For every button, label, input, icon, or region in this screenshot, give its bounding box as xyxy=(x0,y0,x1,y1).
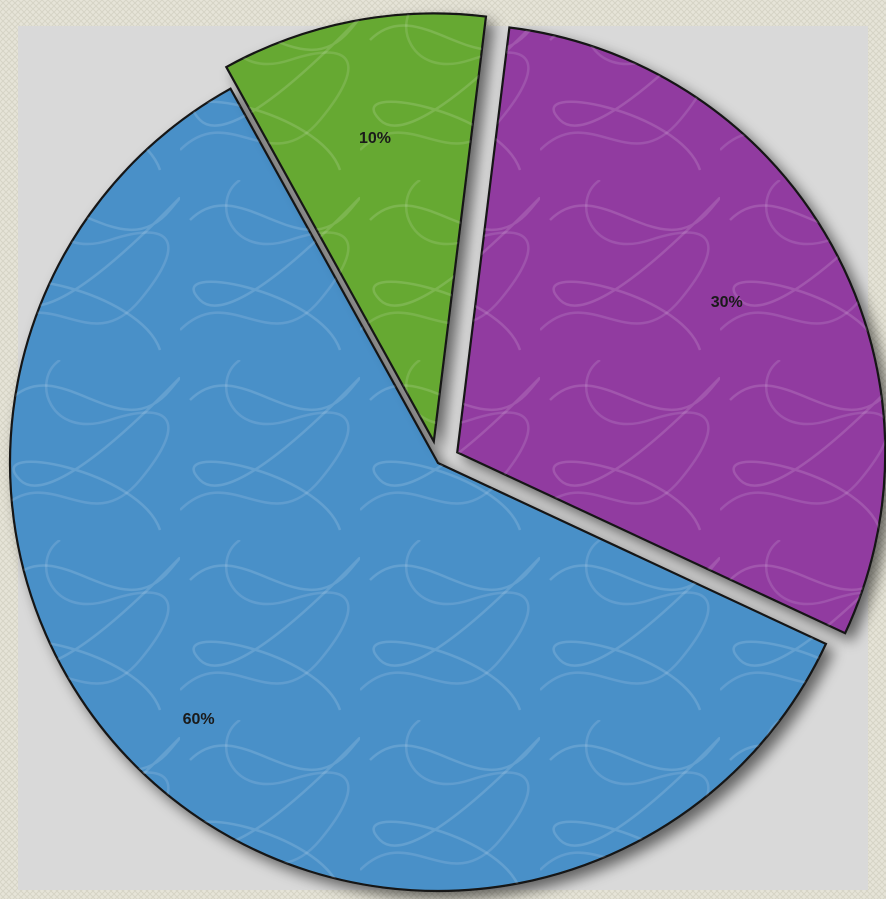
labels-layer: 30% 60% 10% xyxy=(183,130,743,728)
pie-slice-label-10: 10% xyxy=(359,130,391,147)
pie-slice-10 xyxy=(224,12,488,445)
pie-slice-60 xyxy=(8,87,828,893)
pie-slice-label-60: 60% xyxy=(183,711,215,728)
slices-layer xyxy=(8,12,886,893)
pie-slice-texture-10 xyxy=(226,13,486,442)
pie-slice-label-30: 30% xyxy=(711,294,743,311)
pie-slice-texture-30 xyxy=(457,27,886,634)
pie-slice-texture-60 xyxy=(9,88,826,891)
pie-slice-30 xyxy=(456,26,886,635)
